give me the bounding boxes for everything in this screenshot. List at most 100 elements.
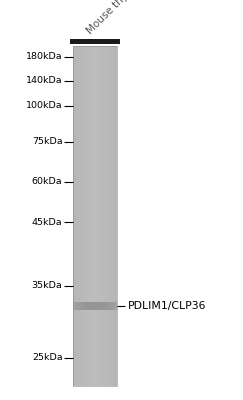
Bar xyxy=(97,46,98,386)
Bar xyxy=(76,302,77,310)
Bar xyxy=(76,302,77,310)
Bar xyxy=(111,46,112,386)
Bar xyxy=(87,302,88,310)
Bar xyxy=(91,302,92,310)
Bar xyxy=(100,46,101,386)
Text: Mouse thymus: Mouse thymus xyxy=(85,0,146,36)
Bar xyxy=(95,46,96,386)
Bar xyxy=(74,302,75,310)
Bar xyxy=(107,302,108,310)
Bar xyxy=(105,302,106,310)
Bar xyxy=(84,46,85,386)
Bar xyxy=(74,46,75,386)
Bar xyxy=(114,46,115,386)
Bar xyxy=(107,46,108,386)
Bar xyxy=(77,302,78,310)
Bar xyxy=(97,302,98,310)
Bar xyxy=(79,302,80,310)
Bar xyxy=(79,46,80,386)
Bar xyxy=(86,302,87,310)
Bar xyxy=(100,302,101,310)
Bar xyxy=(115,302,116,310)
Bar xyxy=(75,302,76,310)
Bar xyxy=(99,46,100,386)
Bar xyxy=(115,46,116,386)
Bar xyxy=(90,302,91,310)
Bar xyxy=(80,46,81,386)
Bar xyxy=(85,302,86,310)
Bar xyxy=(92,46,93,386)
Bar xyxy=(108,46,109,386)
Bar xyxy=(103,46,104,386)
Bar xyxy=(90,302,91,310)
Bar xyxy=(81,302,82,310)
Bar xyxy=(96,302,97,310)
Bar xyxy=(78,46,79,386)
Bar xyxy=(82,46,83,386)
Bar xyxy=(86,46,87,386)
Bar xyxy=(75,46,76,386)
Bar xyxy=(105,46,106,386)
Text: 140kDa: 140kDa xyxy=(26,76,62,85)
Bar xyxy=(82,302,83,310)
Bar xyxy=(94,302,95,310)
Text: 35kDa: 35kDa xyxy=(32,282,62,290)
Bar xyxy=(87,46,88,386)
Bar xyxy=(98,302,99,310)
Bar xyxy=(91,302,92,310)
Bar xyxy=(92,302,93,310)
Bar xyxy=(112,302,113,310)
Bar xyxy=(108,46,109,386)
Bar xyxy=(104,302,105,310)
Bar xyxy=(73,46,117,386)
Bar xyxy=(98,46,99,386)
Bar xyxy=(99,302,100,310)
Bar xyxy=(89,46,90,386)
Bar xyxy=(85,46,86,386)
Bar xyxy=(104,302,105,310)
Bar xyxy=(73,302,74,310)
Bar xyxy=(73,46,74,386)
Bar xyxy=(70,39,120,44)
Bar xyxy=(78,302,79,310)
Bar xyxy=(84,302,85,310)
Bar xyxy=(85,46,86,386)
Bar xyxy=(95,302,96,310)
Bar xyxy=(111,302,112,310)
Bar xyxy=(80,46,81,386)
Bar xyxy=(74,302,75,310)
Bar xyxy=(97,302,98,310)
Bar xyxy=(93,302,94,310)
Bar xyxy=(97,46,98,386)
Bar xyxy=(81,46,82,386)
Bar xyxy=(111,46,112,386)
Bar xyxy=(115,302,116,310)
Bar xyxy=(102,302,103,310)
Bar xyxy=(104,46,105,386)
Bar xyxy=(77,302,78,310)
Bar xyxy=(113,46,114,386)
Text: 75kDa: 75kDa xyxy=(32,138,62,146)
Bar xyxy=(98,46,99,386)
Bar xyxy=(76,46,77,386)
Bar xyxy=(84,302,85,310)
Bar xyxy=(113,302,114,310)
Bar xyxy=(116,46,117,386)
Bar xyxy=(111,302,112,310)
Bar xyxy=(77,46,78,386)
Bar xyxy=(100,46,101,386)
Bar xyxy=(81,46,82,386)
Bar xyxy=(101,302,102,310)
Bar xyxy=(99,46,100,386)
Bar xyxy=(109,46,110,386)
Bar xyxy=(104,46,105,386)
Bar xyxy=(103,46,104,386)
Bar xyxy=(88,46,89,386)
Bar xyxy=(83,46,84,386)
Bar xyxy=(105,46,106,386)
Bar xyxy=(83,302,84,310)
Bar xyxy=(91,46,92,386)
Bar xyxy=(78,46,79,386)
Bar xyxy=(73,46,74,386)
Bar xyxy=(89,46,90,386)
